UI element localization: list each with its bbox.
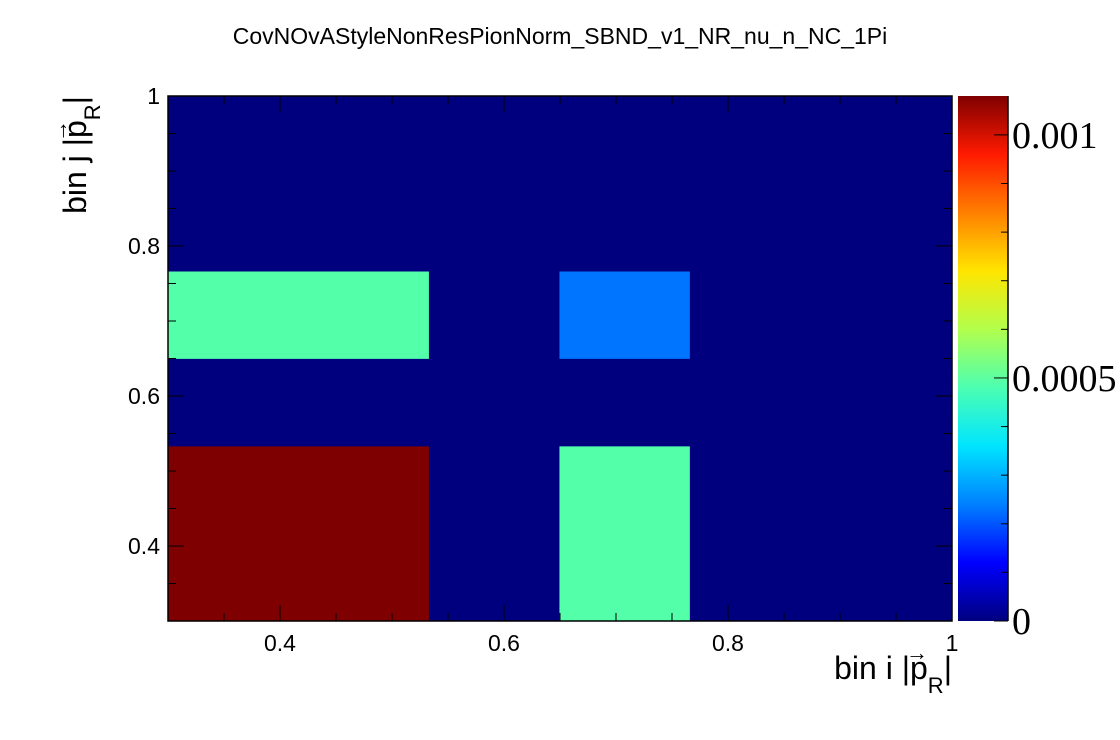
colorbar-tick-label: 0: [1012, 601, 1031, 643]
x-axis-label: bin i |pR|: [834, 650, 952, 698]
x-axis-vector-arrow-icon: →: [906, 640, 928, 665]
heatmap-cells: [168, 96, 952, 621]
heatmap-cell: [168, 271, 429, 359]
heatmap-cell: [689, 271, 952, 359]
heatmap-cell: [689, 96, 952, 272]
heatmap-cell: [559, 358, 690, 447]
chart-title: CovNOvAStyleNonResPionNorm_SBND_v1_NR_nu…: [233, 23, 888, 49]
x-tick-label: 0.6: [488, 630, 520, 656]
heatmap-cell: [428, 446, 560, 621]
heatmap-cell: [168, 96, 429, 272]
heatmap-cell: [428, 271, 560, 359]
colorbar-axis: 0 0.0005 0.001: [994, 96, 1117, 643]
heatmap-cell: [428, 96, 560, 272]
x-tick-label: 0.4: [264, 630, 296, 656]
heatmap-cell: [168, 358, 429, 447]
x-tick-label: 1: [946, 630, 959, 656]
y-axis-vector-arrow-icon: →: [47, 120, 72, 142]
y-tick-label: 0.4: [128, 533, 160, 559]
heatmap-cell: [559, 446, 690, 621]
heatmap-cell: [559, 96, 690, 272]
axes: 0.4 0.6 0.8 1 0.4 0.6 0.8 1: [128, 83, 958, 656]
colorbar: [958, 96, 1008, 621]
colorbar-tick-label: 0.0005: [1012, 358, 1117, 400]
y-tick-label: 0.6: [128, 383, 160, 409]
heatmap-cell: [689, 358, 952, 447]
heatmap-cell: [428, 358, 560, 447]
colorbar-tick-label: 0.001: [1012, 115, 1098, 157]
heatmap-cell: [559, 271, 690, 359]
y-tick-label: 0.8: [128, 233, 160, 259]
heatmap-cell: [168, 446, 429, 621]
y-axis-label-group: bin j |pR| →: [47, 96, 105, 214]
y-tick-label: 1: [147, 83, 160, 109]
x-tick-label: 0.8: [712, 630, 744, 656]
heatmap-cell: [689, 446, 952, 621]
y-axis-label: bin j |pR|: [57, 96, 105, 214]
